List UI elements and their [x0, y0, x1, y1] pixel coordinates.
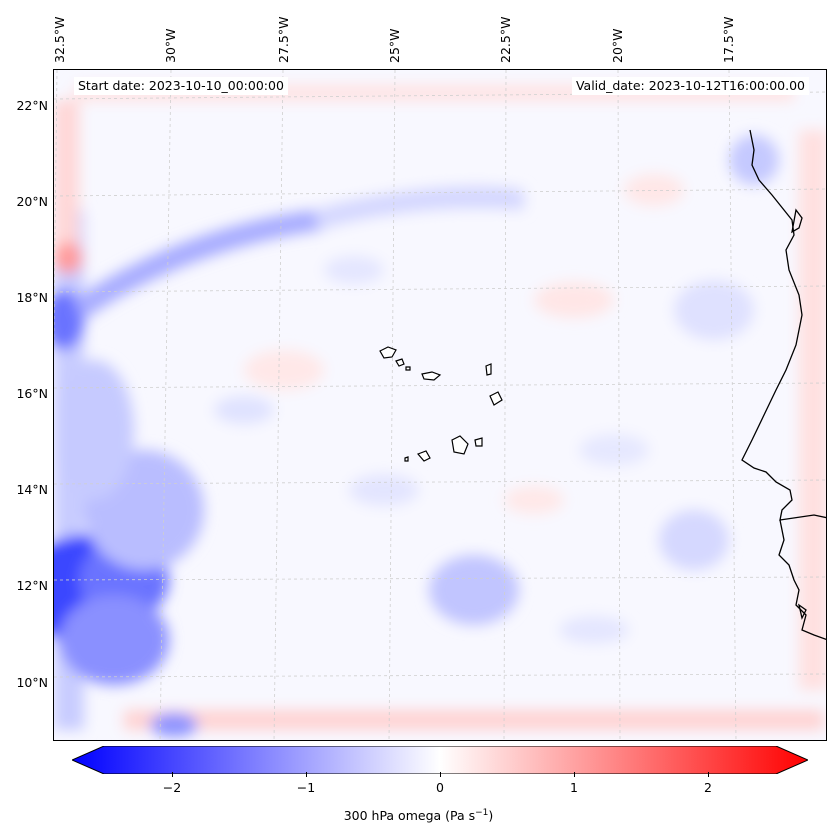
lat-label-14n: 14°N	[16, 482, 48, 497]
colorbar-title: 300 hPa omega (Pa s−1)	[0, 808, 837, 823]
colorbar-tick	[708, 772, 709, 777]
colorbar-tick	[574, 772, 575, 777]
colorbar-tick	[306, 772, 307, 777]
lat-label-16n: 16°N	[16, 386, 48, 401]
colorbar-tick	[172, 772, 173, 777]
omega-field-map	[54, 70, 826, 740]
lat-label-22n: 22°N	[16, 98, 48, 113]
colorbar-tick-label: 0	[436, 780, 444, 795]
colorbar-title-text: 300 hPa omega (Pa s	[343, 808, 476, 824]
lon-label-27-5w: 27.5°W	[276, 16, 291, 63]
lon-label-17-5w: 17.5°W	[721, 16, 736, 63]
valid-date-label: Valid_date: 2023-10-12T16:00:00.00	[571, 77, 809, 95]
field-background	[54, 70, 826, 740]
colorbar-title-end: )	[488, 808, 494, 824]
cape-verde-islands	[379, 346, 503, 462]
lat-label-20n: 20°N	[16, 194, 48, 209]
lon-label-30w: 30°W	[163, 28, 178, 63]
omega-field-patches	[54, 85, 826, 737]
colorbar-tick	[440, 772, 441, 777]
colorbar-gradient	[70, 745, 810, 775]
gridlines	[54, 70, 826, 740]
lat-label-12n: 12°N	[16, 578, 48, 593]
colorbar-tick-label: −1	[296, 780, 316, 795]
lon-label-32-5w: 32.5°W	[52, 16, 67, 63]
colorbar-tick-label: 2	[704, 780, 712, 795]
colorbar	[70, 745, 810, 775]
colorbar-title-exponent: −1	[475, 808, 489, 818]
lat-label-10n: 10°N	[16, 675, 48, 690]
lon-label-20w: 20°W	[610, 28, 625, 63]
lon-label-22-5w: 22.5°W	[498, 16, 513, 63]
colorbar-tick-label: −2	[162, 780, 182, 795]
lat-label-18n: 18°N	[16, 290, 48, 305]
map-panel[interactable]	[53, 69, 827, 741]
colorbar-tick-label: 1	[570, 780, 578, 795]
lon-label-25w: 25°W	[387, 28, 402, 63]
start-date-label: Start date: 2023-10-10_00:00:00	[74, 77, 288, 95]
coastline	[741, 129, 826, 640]
